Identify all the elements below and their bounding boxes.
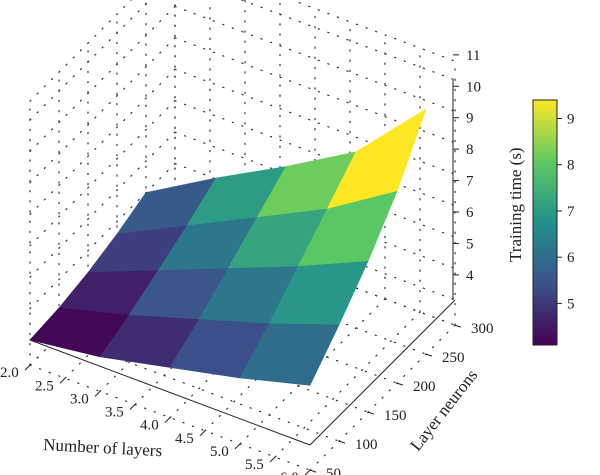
z-tick-label: 10 (466, 79, 481, 95)
y-tick-label: 50 (326, 466, 341, 475)
x-tick-mark (94, 391, 101, 397)
z-tick-label: 6 (466, 205, 474, 221)
z-tick-label: 9 (466, 111, 474, 127)
colorbar (532, 99, 558, 346)
y-tick-mark (425, 353, 433, 357)
z-tick-label: 11 (466, 48, 480, 64)
x-tick-label: 3.0 (70, 391, 89, 407)
y-tick-label: 300 (471, 321, 494, 337)
x-tick-mark (199, 430, 206, 437)
x-tick-mark (304, 469, 311, 475)
x-axis-line (29, 339, 311, 446)
y-tick-mark (338, 440, 346, 444)
x-tick-mark (59, 377, 66, 384)
x-tick-mark (164, 417, 171, 423)
y-tick-mark (367, 411, 375, 415)
grid-line (29, 0, 151, 121)
grid-line (29, 100, 176, 247)
x-tick-label: 4.0 (140, 418, 159, 434)
x-tick-label: 6.0 (280, 470, 299, 475)
colorbar-ticks: 5 6 7 8 9 (557, 111, 575, 312)
z-tick-label: 7 (466, 174, 474, 190)
y-tick-label: 200 (413, 379, 436, 395)
x-tick-mark (24, 364, 31, 371)
grid-line (29, 37, 176, 184)
grid-line (290, 0, 456, 62)
y-tick-mark (454, 324, 462, 328)
y-tick-label: 150 (384, 408, 407, 424)
z-tick-label: 4 (466, 268, 474, 284)
x-tick-label: 4.5 (175, 431, 194, 447)
colorbar-tick-label: 9 (567, 111, 575, 127)
y-axis-line (309, 299, 456, 446)
z-axis-ticks: 4 5 6 7 8 9 10 11 (453, 48, 481, 284)
colorbar-tick-label: 8 (567, 158, 575, 174)
x-tick-label: 3.5 (105, 405, 124, 421)
grid-line (29, 5, 176, 153)
colorbar-tick-label: 6 (567, 250, 575, 266)
x-tick-label: 5.0 (210, 444, 229, 460)
y-axis-ticks: 50 100 150 200 250 300 (309, 321, 494, 475)
grid-line (29, 131, 176, 278)
x-axis-ticks: 2.0 2.5 3.0 3.5 4.0 4.5 5.0 5.5 6.0 (0, 364, 311, 475)
x-tick-mark (129, 404, 136, 410)
y-tick-label: 100 (355, 437, 378, 453)
x-tick-label: 2.0 (0, 365, 19, 381)
z-tick-label: 8 (466, 142, 474, 158)
z-axis-label: Training time (s) (506, 147, 525, 262)
colorbar-tick-label: 5 (567, 296, 575, 312)
grid-line (29, 68, 176, 215)
grid-line (29, 0, 132, 102)
colorbar-tick-label: 7 (567, 204, 575, 220)
grid-line (309, 324, 456, 471)
z-tick-label: 5 (466, 236, 474, 252)
grid-line (274, 311, 421, 458)
x-tick-mark (269, 456, 276, 463)
x-axis-label: Number of layers (43, 435, 163, 460)
x-tick-label: 5.5 (245, 457, 264, 473)
x-tick-label: 2.5 (35, 378, 54, 394)
y-tick-label: 250 (442, 350, 465, 366)
grid-line (29, 162, 176, 310)
x-tick-mark (234, 443, 241, 450)
y-tick-mark (309, 469, 317, 473)
surface (29, 108, 427, 386)
y-tick-mark (396, 382, 404, 386)
surface-face (239, 323, 340, 386)
